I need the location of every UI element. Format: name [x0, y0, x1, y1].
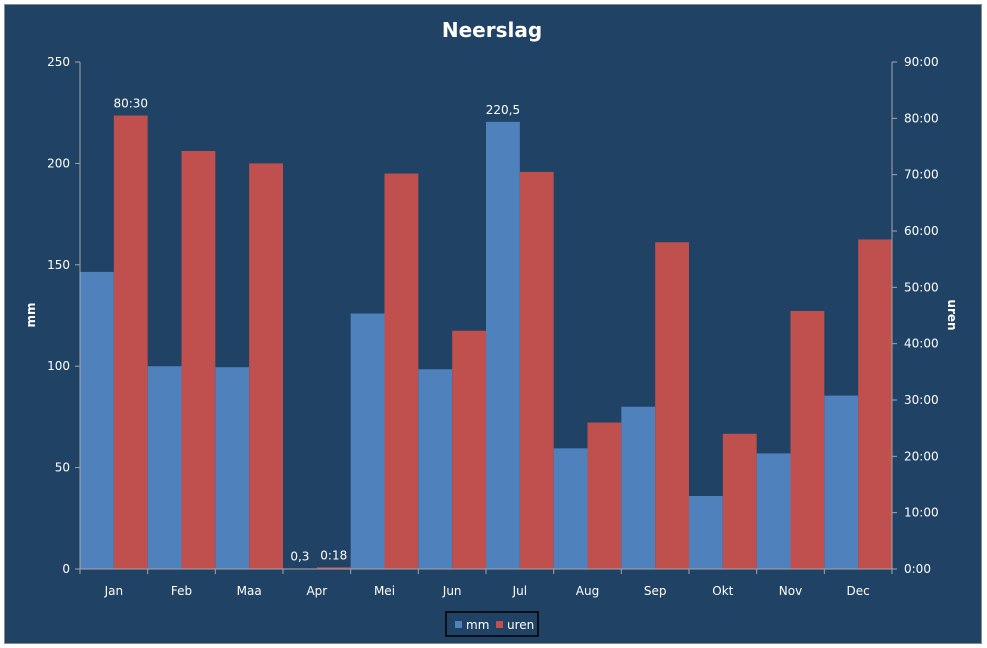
bar-uren-apr [316, 567, 351, 569]
bar-mm-dec [824, 395, 859, 569]
data-label-mm-jul: 220,5 [486, 103, 520, 117]
y2-axis-title: uren [945, 299, 959, 330]
legend-label-uren: uren [507, 618, 534, 632]
chart-title: Neerslag [442, 18, 542, 42]
x-tick-label-feb: Feb [171, 584, 192, 598]
legend-swatch-uren [496, 621, 503, 628]
bar-uren-jun [452, 330, 486, 569]
x-tick-label-apr: Apr [306, 584, 327, 598]
bar-uren-jan [113, 115, 148, 570]
bar-mm-jan [80, 271, 114, 569]
bar-uren-feb [181, 151, 216, 570]
y-tick-label: 0 [62, 562, 70, 576]
bar-mm-aug [553, 448, 588, 569]
x-tick-label-jul: Jul [512, 584, 527, 598]
bar-mm-jul [486, 121, 520, 570]
x-tick-label-maa: Maa [237, 584, 262, 598]
bar-uren-dec [858, 239, 892, 569]
y2-tick-label: 30:00 [904, 393, 939, 407]
bar-mm-okt [689, 495, 723, 569]
plot-layer: 80:30 0,3 0:18 220,5 0 50 100 150 200 250 0:00 10:0… [47, 55, 939, 598]
y2-tick-label: 20:00 [904, 449, 939, 463]
legend-label-mm: mm [466, 618, 489, 632]
bar-uren-mei [384, 173, 419, 570]
y-tick-label: 250 [47, 55, 70, 69]
x-tick-label-okt: Okt [712, 584, 733, 598]
data-label-mm-apr: 0,3 [290, 549, 309, 563]
y2-tick-label: 0:00 [904, 562, 931, 576]
y2-tick-label: 10:00 [904, 506, 939, 520]
data-label-uren-apr: 0:18 [320, 548, 347, 562]
y2-tick-label: 40:00 [904, 337, 939, 351]
y2-tick-label: 80:00 [904, 111, 939, 125]
bar-mm-nov [756, 453, 791, 569]
legend-swatch-mm [455, 621, 462, 628]
y2-tick-label: 70:00 [904, 168, 939, 182]
bar-uren-okt [722, 433, 757, 569]
x-tick-label-mei: Mei [374, 584, 395, 598]
legend: mm uren [445, 611, 539, 637]
y2-tick-label: 60:00 [904, 224, 939, 238]
bar-mm-jun [418, 369, 453, 569]
bar-uren-maa [249, 163, 283, 569]
x-tick-label-jan: Jan [104, 584, 124, 598]
x-tick-label-nov: Nov [779, 584, 802, 598]
x-tick-label-dec: Dec [847, 584, 870, 598]
bar-mm-sep [621, 406, 656, 569]
bar-mm-feb [147, 366, 182, 569]
bar-uren-nov [790, 310, 825, 569]
bar-mm-mei [350, 313, 385, 569]
y2-tick-label: 50:00 [904, 280, 939, 294]
y-tick-label: 100 [47, 359, 70, 373]
y-axis-title: mm [24, 302, 38, 327]
data-label-uren-jan: 80:30 [113, 97, 148, 111]
bar-uren-jul [519, 171, 554, 569]
y-tick-label: 150 [47, 258, 70, 272]
x-tick-label-aug: Aug [576, 584, 599, 598]
y-tick-label: 50 [55, 461, 70, 475]
bar-uren-aug [587, 422, 622, 569]
y2-tick-label: 90:00 [904, 55, 939, 69]
x-tick-label-jun: Jun [442, 584, 462, 598]
bar-uren-sep [655, 242, 689, 569]
x-tick-label-sep: Sep [644, 584, 667, 598]
bar-mm-maa [215, 367, 250, 569]
y-tick-label: 200 [47, 156, 70, 170]
